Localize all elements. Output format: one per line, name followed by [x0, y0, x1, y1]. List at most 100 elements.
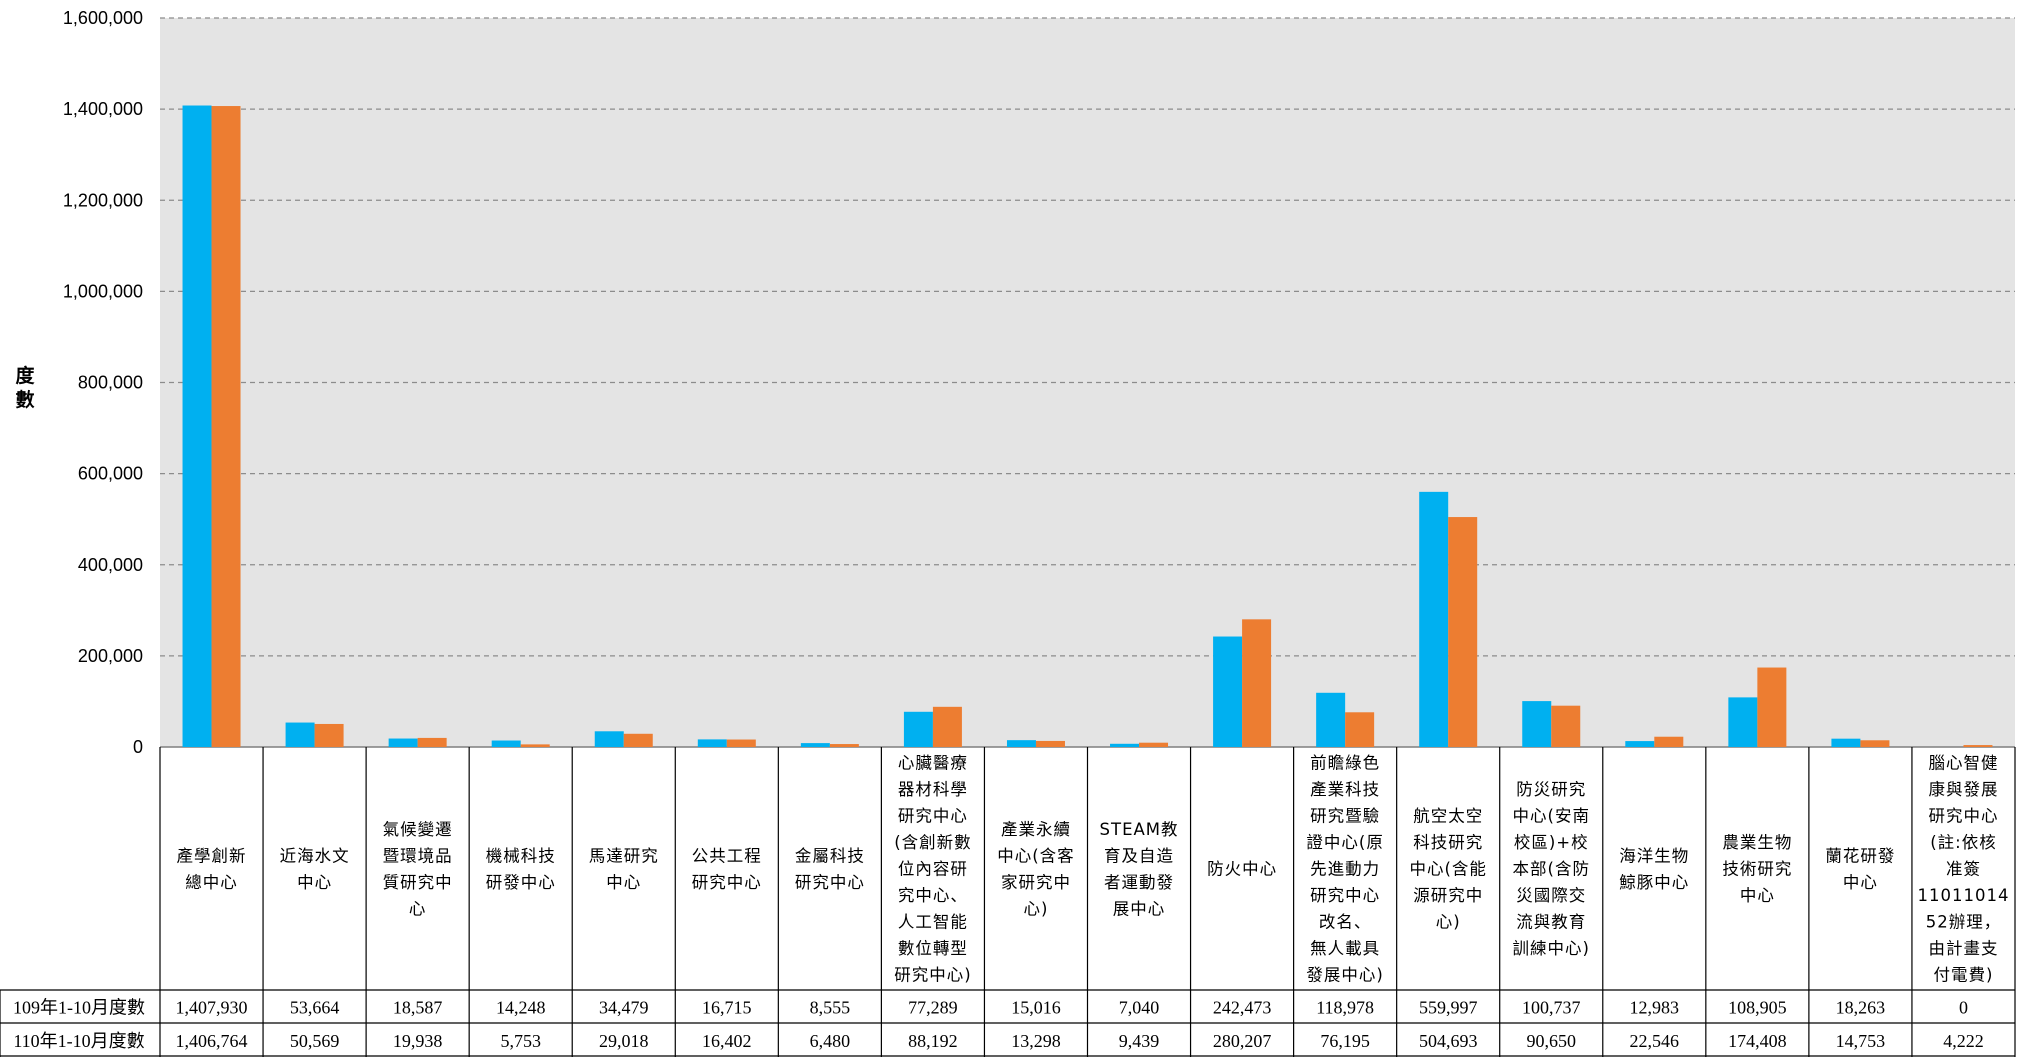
bar-series-1	[697, 739, 727, 747]
data-value-label: 13,298	[1011, 1031, 1061, 1051]
data-value-label: 88,192	[908, 1031, 958, 1051]
series-name-1: 109年1-10月度數	[13, 998, 145, 1018]
bar-series-2	[1139, 742, 1169, 747]
data-value-label: 1,407,930	[176, 998, 248, 1018]
bar-series-2	[211, 106, 241, 747]
data-value-label: 18,263	[1836, 998, 1886, 1018]
bar-series-1	[1110, 743, 1140, 747]
data-value-label: 4,222	[1943, 1031, 1984, 1051]
data-value-label: 16,402	[702, 1031, 752, 1051]
bar-series-1	[1831, 738, 1861, 747]
bar-series-1	[594, 731, 624, 747]
y-axis-label: 度數	[15, 364, 35, 411]
data-value-label: 100,737	[1522, 998, 1581, 1018]
bar-series-1	[1625, 741, 1655, 747]
category-label: STEAM教育及自造者運動發展中心	[1100, 820, 1179, 919]
category-label: 近海水文中心	[280, 846, 350, 892]
series-name-2: 110年1-10月度數	[13, 1031, 144, 1051]
data-value-label: 76,195	[1320, 1031, 1370, 1051]
data-value-label: 19,938	[393, 1031, 443, 1051]
bar-series-1	[182, 105, 212, 747]
data-value-label: 12,983	[1630, 998, 1680, 1018]
data-value-label: 7,040	[1119, 998, 1160, 1018]
data-value-label: 5,753	[500, 1031, 541, 1051]
data-table: 產學創新總中心近海水文中心氣候變遷暨環境品質研究中心機械科技研發中心馬達研究中心…	[0, 747, 2016, 1057]
bar-series-2	[1551, 705, 1581, 747]
bar-series-1	[1419, 491, 1449, 747]
bar-series-1	[1728, 697, 1758, 747]
bar-series-1	[903, 711, 933, 747]
bar-series-2	[726, 739, 756, 747]
data-value-label: 118,978	[1316, 998, 1374, 1018]
category-label: 公共工程研究中心	[692, 846, 762, 892]
bar-series-2	[417, 737, 447, 747]
bar-series-1	[1522, 701, 1552, 747]
bar-series-2	[829, 744, 859, 747]
category-label: 航空太空科技研究中心(含能源研究中心)	[1409, 807, 1486, 932]
category-label: 金屬科技研究中心	[795, 846, 865, 892]
y-tick-label: 600,000	[78, 464, 143, 484]
y-tick-label: 1,000,000	[63, 281, 143, 301]
y-tick-label: 200,000	[78, 646, 143, 666]
category-label: 海洋生物鯨豚中心	[1619, 846, 1689, 892]
bar-series-2	[1448, 517, 1478, 747]
bar-series-1	[1006, 740, 1036, 747]
data-value-label: 504,693	[1419, 1031, 1478, 1051]
bar-series-2	[1757, 667, 1787, 747]
bar-series-2	[1860, 740, 1890, 747]
data-value-label: 1,406,764	[176, 1031, 248, 1051]
bar-series-1	[800, 743, 830, 747]
data-value-label: 559,997	[1419, 998, 1478, 1018]
data-value-label: 53,664	[290, 998, 340, 1018]
category-label: 機械科技研發中心	[486, 846, 556, 892]
category-label: 氣候變遷暨環境品質研究中心	[383, 820, 453, 919]
bar-series-2	[1035, 740, 1065, 747]
bar-series-1	[491, 740, 521, 747]
y-tick-label: 1,400,000	[63, 99, 143, 119]
data-value-label: 280,207	[1213, 1031, 1272, 1051]
category-label: 農業生物技術研究中心	[1722, 833, 1792, 905]
bar-series-2	[1963, 745, 1993, 747]
bar-series-2	[932, 706, 962, 747]
data-value-label: 14,248	[496, 998, 546, 1018]
y-axis-ticks: 0 200,000 400,000 600,000 800,000 1,000,000 1,…	[63, 8, 143, 757]
data-value-label: 6,480	[810, 1031, 851, 1051]
bar-series-1	[285, 722, 315, 747]
bar-series-2	[1654, 736, 1684, 747]
data-value-label: 174,408	[1728, 1031, 1787, 1051]
category-label: 產學創新總中心	[177, 846, 247, 892]
bar-series-2	[1345, 712, 1375, 747]
bar-series-2	[623, 733, 653, 747]
category-label: 心臟醫療器材科學研究中心(含創新數位內容研究中心、人工智能數位轉型研究中心)	[894, 754, 971, 985]
data-value-label: 90,650	[1527, 1031, 1577, 1051]
bar-series-2	[1242, 619, 1272, 747]
data-value-label: 0	[1959, 998, 1968, 1018]
category-label: 前瞻綠色產業科技研究暨驗證中心(原先進動力研究中心改名、無人載具發展中心)	[1306, 754, 1383, 985]
data-value-label: 8,555	[810, 998, 851, 1018]
data-value-label: 77,289	[908, 998, 958, 1018]
bar-series-1	[1213, 636, 1243, 747]
data-value-label: 15,016	[1011, 998, 1061, 1018]
data-value-label: 242,473	[1213, 998, 1272, 1018]
bar-series-1	[1316, 692, 1346, 747]
y-tick-label: 1,200,000	[63, 190, 143, 210]
category-label: 產業永續中心(含客家研究中心)	[997, 820, 1074, 919]
data-value-label: 16,715	[702, 998, 752, 1018]
category-label: 馬達研究中心	[589, 846, 659, 892]
data-value-label: 50,569	[290, 1031, 340, 1051]
data-value-label: 9,439	[1119, 1031, 1160, 1051]
category-label: 防災研究中心(安南校區)+校本部(含防災國際交流與教育訓練中心)	[1513, 780, 1590, 958]
bar-series-2	[520, 744, 550, 747]
category-label: 蘭花研發中心	[1825, 846, 1895, 892]
data-value-label: 108,905	[1728, 998, 1787, 1018]
y-tick-label: 400,000	[78, 555, 143, 575]
y-tick-label: 0	[133, 737, 143, 757]
data-value-label: 29,018	[599, 1031, 649, 1051]
y-tick-label: 1,600,000	[63, 8, 143, 28]
bar-series-2	[314, 723, 344, 747]
data-value-label: 14,753	[1836, 1031, 1886, 1051]
data-value-label: 18,587	[393, 998, 443, 1018]
y-tick-label: 800,000	[78, 373, 143, 393]
category-label: 腦心智健康與發展研究中心(註:依核准簽 11011014 52辦理，由計畫支付電費)	[1917, 754, 2009, 985]
